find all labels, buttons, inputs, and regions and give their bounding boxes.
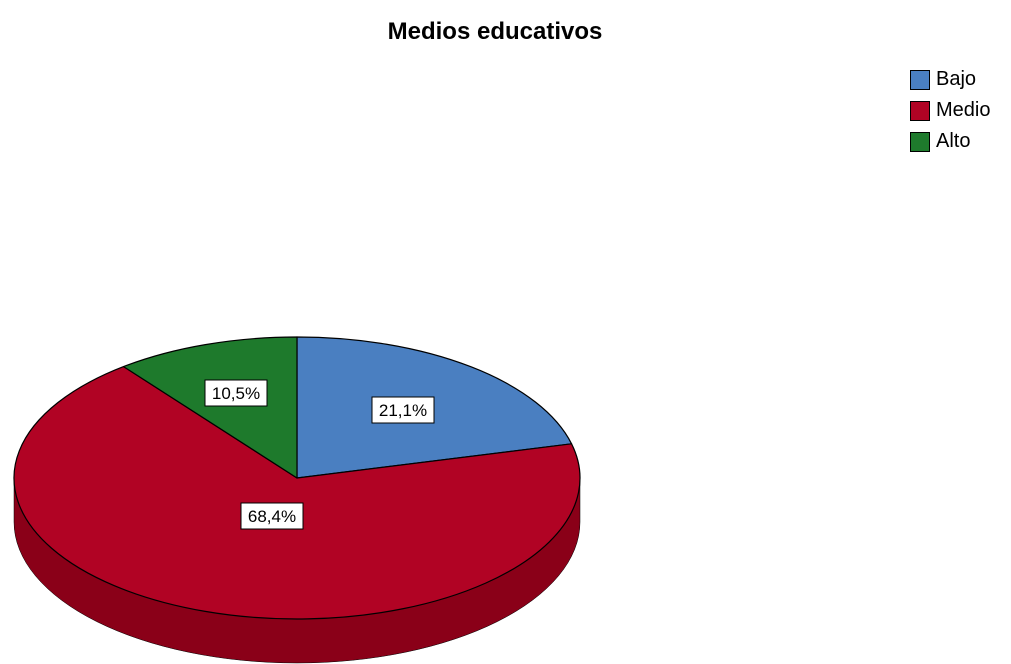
pie-slice-alto bbox=[122, 336, 298, 479]
legend-swatch-alto bbox=[910, 131, 930, 152]
legend-item-medio: Medio bbox=[910, 95, 990, 126]
data-label-text-bajo: 21,1% bbox=[379, 401, 427, 420]
data-label-box-alto bbox=[204, 379, 268, 407]
legend-label-alto: Alto bbox=[936, 130, 971, 152]
legend-swatch-bajo bbox=[910, 69, 930, 90]
legend-label-medio: Medio bbox=[936, 99, 991, 121]
legend-item-bajo: Bajo bbox=[910, 64, 990, 95]
data-label-alto: 10,5% bbox=[204, 379, 268, 407]
chart-title: Medios educativos bbox=[387, 18, 603, 45]
legend-item-alto: Alto bbox=[910, 126, 990, 157]
data-label-text-alto: 10,5% bbox=[212, 384, 260, 403]
data-label-text-medio: 68,4% bbox=[248, 507, 296, 526]
data-label-medio: 68,4% bbox=[240, 502, 304, 530]
data-label-bajo: 21,1% bbox=[371, 396, 435, 424]
legend-swatch-medio bbox=[910, 100, 930, 121]
data-label-box-medio bbox=[240, 502, 304, 530]
legend-label-bajo: Bajo bbox=[936, 68, 977, 90]
data-label-box-bajo bbox=[371, 396, 435, 424]
legend: Bajo Medio Alto bbox=[910, 64, 990, 157]
pie-slice-medio bbox=[13, 365, 581, 620]
